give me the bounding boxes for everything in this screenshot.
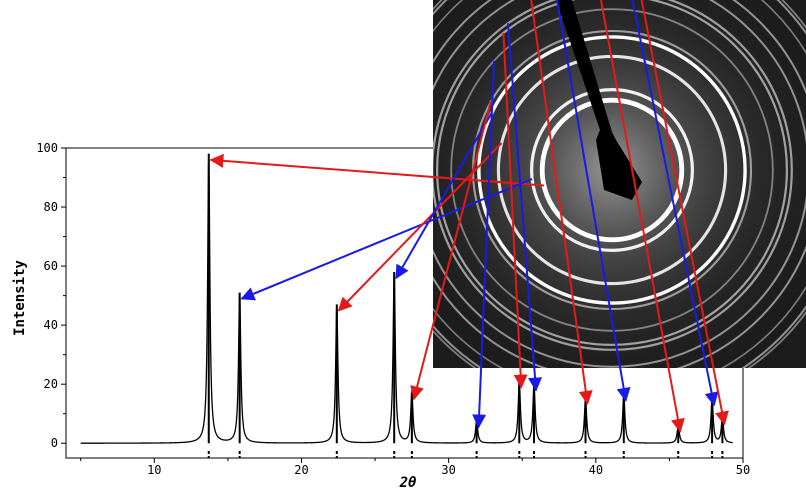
diffraction-pattern-inset xyxy=(433,0,806,368)
correspondence-arrow xyxy=(395,111,493,280)
correspondence-arrow xyxy=(530,0,593,405)
x-axis-title: 2θ xyxy=(399,475,417,491)
correspondence-arrow xyxy=(502,32,528,389)
diffraction-rings xyxy=(433,0,806,368)
correspondence-arrow xyxy=(507,23,543,392)
y-axis-title: Intensity xyxy=(12,260,28,336)
reference-marks xyxy=(207,451,724,458)
diffraction-ring xyxy=(433,0,793,351)
x-tick-label: 30 xyxy=(441,463,455,477)
diffraction-ring xyxy=(433,0,806,368)
correspondence-arrow xyxy=(599,0,685,433)
y-tick-label: 40 xyxy=(44,318,58,332)
correspondence-arrows xyxy=(209,0,729,433)
correspondence-arrow xyxy=(472,60,495,429)
correspondence-arrow xyxy=(240,178,533,301)
y-tick-label: 100 xyxy=(36,141,58,155)
x-axis: 10 20 30 40 50 xyxy=(80,458,750,477)
y-tick-label: 0 xyxy=(51,436,58,450)
x-tick-label: 20 xyxy=(294,463,308,477)
correspondence-arrow xyxy=(631,0,719,407)
diffraction-ring xyxy=(477,35,747,305)
correspondence-arrow xyxy=(410,101,492,401)
y-axis: 0 20 40 60 80 100 xyxy=(36,141,66,450)
x-tick-label: 50 xyxy=(736,463,750,477)
diffraction-ring xyxy=(529,87,694,253)
correspondence-arrow xyxy=(556,0,631,402)
x-tick-label: 40 xyxy=(589,463,603,477)
diffraction-ring xyxy=(450,8,774,332)
correspondence-arrow xyxy=(337,142,503,312)
y-tick-label: 20 xyxy=(44,377,58,391)
diffraction-ring xyxy=(539,97,685,243)
x-tick-label: 10 xyxy=(147,463,161,477)
y-tick-label: 80 xyxy=(44,200,58,214)
correspondence-arrow xyxy=(640,0,729,426)
y-tick-label: 60 xyxy=(44,259,58,273)
diffraction-ring xyxy=(436,0,788,346)
beam-stop xyxy=(556,0,642,200)
